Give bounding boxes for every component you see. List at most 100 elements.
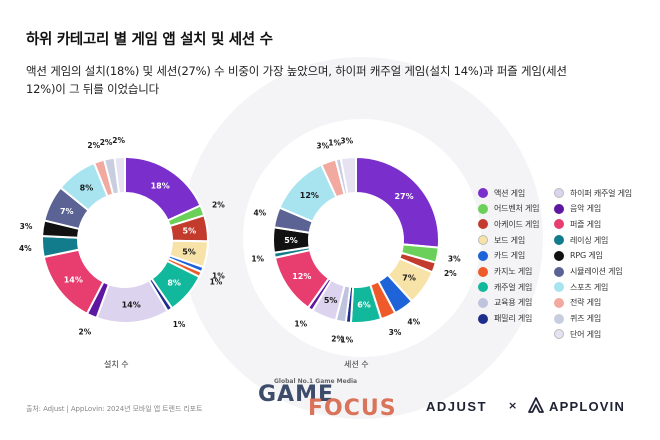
legend-label: 교육용 게임 bbox=[494, 298, 533, 308]
legend-item: 퀴즈 게임 bbox=[554, 312, 601, 326]
legend-swatch bbox=[478, 266, 488, 277]
installs-slice-label-12: 3% bbox=[20, 222, 33, 231]
source-note: 출처: Adjust | AppLovin: 2024년 모바일 앱 트렌드 리… bbox=[26, 405, 203, 413]
adjust-logo: ADJUST bbox=[426, 399, 488, 414]
legend-swatch bbox=[478, 219, 488, 230]
installs-slice-label-8: 14% bbox=[122, 301, 141, 310]
installs-slice-label-0: 18% bbox=[151, 181, 170, 190]
legend-swatch bbox=[554, 235, 564, 246]
legend-item: 보드 게임 bbox=[478, 233, 525, 247]
legend-label: 스포츠 게임 bbox=[570, 282, 609, 292]
page-subtitle: 액션 게임의 설치(18%) 및 세션(27%) 수 비중이 가장 높았으며, … bbox=[26, 64, 567, 96]
sessions-slice-label-4: 4% bbox=[407, 318, 420, 327]
legend-label: 아케이드 게임 bbox=[494, 219, 540, 229]
installs-slice-label-10: 14% bbox=[64, 275, 83, 284]
installs-caption: 설치 수 bbox=[104, 360, 129, 369]
sessions-slice-label-13: 5% bbox=[284, 236, 298, 245]
legend-item: 단어 게임 bbox=[554, 327, 601, 341]
legend-swatch bbox=[478, 297, 488, 308]
legend-label: 단어 게임 bbox=[570, 329, 601, 339]
legend-swatch bbox=[478, 282, 488, 293]
installs-slice-label-6: 8% bbox=[167, 279, 181, 288]
sessions-slice-label-14: 4% bbox=[253, 209, 266, 218]
installs-slice-label-14: 8% bbox=[80, 184, 94, 193]
legend-swatch bbox=[478, 313, 488, 324]
sessions-slice-label-9: 5% bbox=[324, 296, 338, 305]
installs-slice-label-1: 2% bbox=[212, 200, 225, 209]
applovin-triangle-icon bbox=[528, 397, 544, 413]
legend-swatch bbox=[554, 250, 564, 261]
installs-slice-label-17: 2% bbox=[112, 136, 125, 145]
legend-swatch bbox=[478, 235, 488, 246]
sessions-slice-label-3: 7% bbox=[402, 274, 416, 283]
legend-item: RPG 게임 bbox=[554, 249, 603, 263]
legend-label: 카드 게임 bbox=[494, 251, 525, 261]
gamefocus-logo: Global No.1 Game Media GAME FOCUS bbox=[258, 378, 408, 428]
legend-item: 스포츠 게임 bbox=[554, 280, 608, 294]
legend-label: 액션 게임 bbox=[494, 188, 525, 198]
sessions-slice-label-1: 3% bbox=[448, 254, 461, 263]
sessions-donut: 27%3%2%7%4%3%6%1%2%5%1%12%1%5%4%12%3% 1% 3… bbox=[251, 136, 461, 344]
sessions-slice-label-12: 1% bbox=[251, 254, 264, 263]
installs-slice-label-5: 1% bbox=[210, 278, 223, 287]
legend-item: 카지노 게임 bbox=[478, 265, 532, 279]
page-title: 하위 카테고리 별 게임 앱 설치 및 세션 수 bbox=[26, 32, 273, 48]
sessions-slice-0 bbox=[355, 155, 440, 249]
legend-swatch bbox=[554, 203, 564, 214]
legend-label: 퀴즈 게임 bbox=[570, 314, 601, 324]
legend-swatch bbox=[554, 329, 564, 340]
legend-label: 음악 게임 bbox=[570, 204, 601, 214]
installs-slice-label-4: 1% bbox=[212, 272, 225, 281]
legend-swatch bbox=[554, 188, 564, 198]
legend-swatch bbox=[554, 313, 564, 324]
sessions-slice-18 bbox=[339, 155, 357, 195]
installs-slice-label-15: 2% bbox=[87, 141, 100, 150]
sessions-slice-label-5: 3% bbox=[389, 328, 402, 337]
legend-item: 음악 게임 bbox=[554, 202, 601, 216]
gamefocus-word-game: GAME bbox=[258, 382, 335, 407]
legend-item: 하이퍼 캐주얼 게임 bbox=[554, 186, 632, 200]
legend-item: 퍼즐 게임 bbox=[554, 217, 601, 231]
installs-slice-label-11: 4% bbox=[19, 244, 32, 253]
sessions-slice-label-15: 12% bbox=[300, 191, 319, 200]
installs-donut: 18%2%5%5%1%1%8%1%14%2%14%4%3%7%8%2% 2% 2% bbox=[19, 136, 225, 336]
legend-swatch bbox=[478, 203, 488, 214]
legend-item: 시뮬레이션 게임 bbox=[554, 265, 623, 279]
legend-label: RPG 게임 bbox=[570, 251, 603, 261]
legend-item: 아케이드 게임 bbox=[478, 217, 540, 231]
legend-item: 레이싱 게임 bbox=[554, 233, 608, 247]
legend-swatch bbox=[554, 219, 564, 230]
legend-label: 하이퍼 캐주얼 게임 bbox=[570, 188, 632, 198]
legend-label: 시뮬레이션 게임 bbox=[570, 267, 623, 276]
legend-label: 레이싱 게임 bbox=[570, 235, 609, 245]
installs-slice-label-2: 5% bbox=[183, 227, 197, 236]
legend-item: 어드벤처 게임 bbox=[478, 202, 540, 216]
installs-slice-label-9: 2% bbox=[79, 328, 92, 337]
legend-swatch bbox=[478, 188, 488, 198]
legend-item: 액션 게임 bbox=[478, 186, 525, 200]
sessions-slice-label-17: 1% bbox=[328, 138, 341, 147]
installs-slice-label-3: 5% bbox=[182, 247, 196, 256]
installs-slice-label-7: 1% bbox=[173, 320, 186, 329]
sessions-slice-label-0: 27% bbox=[394, 192, 413, 201]
legend-swatch bbox=[478, 250, 488, 261]
sessions-slice-label-18: 3% bbox=[340, 136, 353, 145]
sessions-slice-label-11: 12% bbox=[292, 272, 311, 281]
legend-item: 캐주얼 게임 bbox=[478, 280, 532, 294]
legend-swatch bbox=[554, 266, 564, 277]
sessions-slice-label-8: 2% bbox=[331, 334, 344, 343]
sessions-caption: 세션 수 bbox=[344, 360, 369, 369]
applovin-logo: APPLOVIN bbox=[549, 399, 626, 414]
installs-slice-label-13: 7% bbox=[60, 207, 74, 216]
legend-swatch bbox=[554, 282, 564, 293]
legend-label: 패밀리 게임 bbox=[494, 314, 533, 324]
sessions-slice-label-7: 1% bbox=[340, 336, 353, 345]
legend-item: 교육용 게임 bbox=[478, 296, 532, 310]
installs-slice-label-16: 2% bbox=[100, 138, 113, 147]
legend-label: 전략 게임 bbox=[570, 298, 601, 308]
sessions-slice-label-16: 3% bbox=[316, 142, 329, 151]
legend-item: 전략 게임 bbox=[554, 296, 601, 310]
legend-swatch bbox=[554, 297, 564, 308]
